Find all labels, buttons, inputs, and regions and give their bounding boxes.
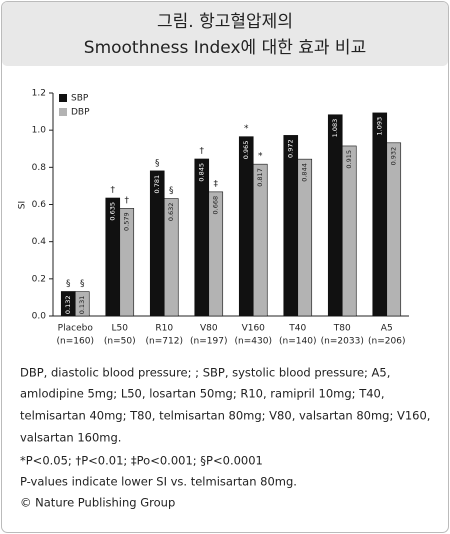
x-tick-note: (n=2033) [321,337,364,347]
value-label: 0.781 [153,175,161,194]
y-tick-label: 0.6 [32,200,47,210]
caption-line: valsartan 160mg. [20,431,121,445]
value-label: 0.817 [256,168,264,187]
caption-line: DBP, diastolic blood pressure; ; SBP, sy… [20,366,390,380]
value-label: 0.635 [109,202,117,221]
value-label: 0.845 [198,163,206,182]
x-tick-label: T40 [288,324,306,334]
y-tick-label: 1.2 [32,89,46,99]
y-tick-label: 0.2 [32,274,46,284]
value-label: 1.083 [331,119,339,138]
value-label: 0.844 [301,163,309,182]
legend-label: SBP [71,94,89,104]
value-label: 0.131 [78,296,86,315]
significance-marker: † [125,196,130,206]
bar [327,114,343,317]
legend-swatch [59,108,67,116]
y-tick-label: 0.0 [32,312,47,322]
x-tick-note: (n=206) [368,337,405,347]
bar [297,158,313,317]
significance-marker: § [80,279,85,289]
x-tick-label: T80 [333,324,351,334]
caption-line: amlodipine 5mg; L50, losartan 50mg; R10,… [20,387,385,401]
significance-marker: † [111,185,116,195]
bar [283,135,299,317]
bar [386,142,402,317]
caption-line: © Nature Publishing Group [20,496,175,510]
significance-marker: ‡ [214,179,219,189]
y-tick-label: 0.8 [32,163,47,173]
legend-swatch [59,94,67,102]
caption-line: *P<0.05; †P<0.01; ‡Po<0.001; §P<0.0001 [20,454,263,468]
y-axis-label: SI [18,201,28,209]
value-label: 0.579 [123,212,131,231]
value-label: 0.915 [345,150,353,169]
value-label: 1.093 [376,117,384,136]
x-tick-note: (n=160) [57,337,94,347]
bar [74,291,90,317]
x-tick-label: A5 [381,324,393,334]
bar [341,145,357,317]
value-label: 0.965 [242,141,250,160]
x-tick-note: (n=140) [279,337,316,347]
significance-marker: § [155,158,160,168]
significance-marker: † [200,146,205,156]
value-label: 0.972 [287,139,295,158]
caption-line: telmisartan 40mg; T80, telmisartan 80mg;… [20,409,430,423]
x-tick-label: V80 [200,324,218,334]
bar [208,191,224,317]
value-label: 0.932 [390,147,398,166]
y-tick-label: 0.4 [32,237,47,247]
x-tick-label: Placebo [58,324,94,334]
x-tick-label: V160 [242,324,266,334]
x-tick-note: (n=712) [146,337,183,347]
value-label: 0.632 [167,203,175,222]
x-tick-label: R10 [155,324,173,334]
x-tick-note: (n=430) [235,337,272,347]
bar [163,198,179,317]
legend-label: DBP [71,108,90,118]
title: 그림. 항고혈압제의 [157,12,293,32]
significance-marker: § [169,186,174,196]
bar [238,136,254,317]
x-tick-note: (n=197) [190,337,227,347]
x-tick-label: L50 [112,324,129,334]
value-label: 0.668 [212,196,220,215]
significance-marker: * [244,124,249,134]
significance-marker: § [66,279,71,289]
x-tick-note: (n=50) [104,337,136,347]
significance-marker: * [258,152,263,162]
y-tick-label: 1.0 [32,126,47,136]
bar [119,208,135,317]
value-label: 0.132 [64,295,72,314]
bar [372,112,388,317]
subtitle: Smoothness Index에 대한 효과 비교 [84,38,366,58]
caption-line: P-values indicate lower SI vs. telmisart… [20,475,297,489]
bar [252,163,268,317]
title-band [2,2,448,66]
